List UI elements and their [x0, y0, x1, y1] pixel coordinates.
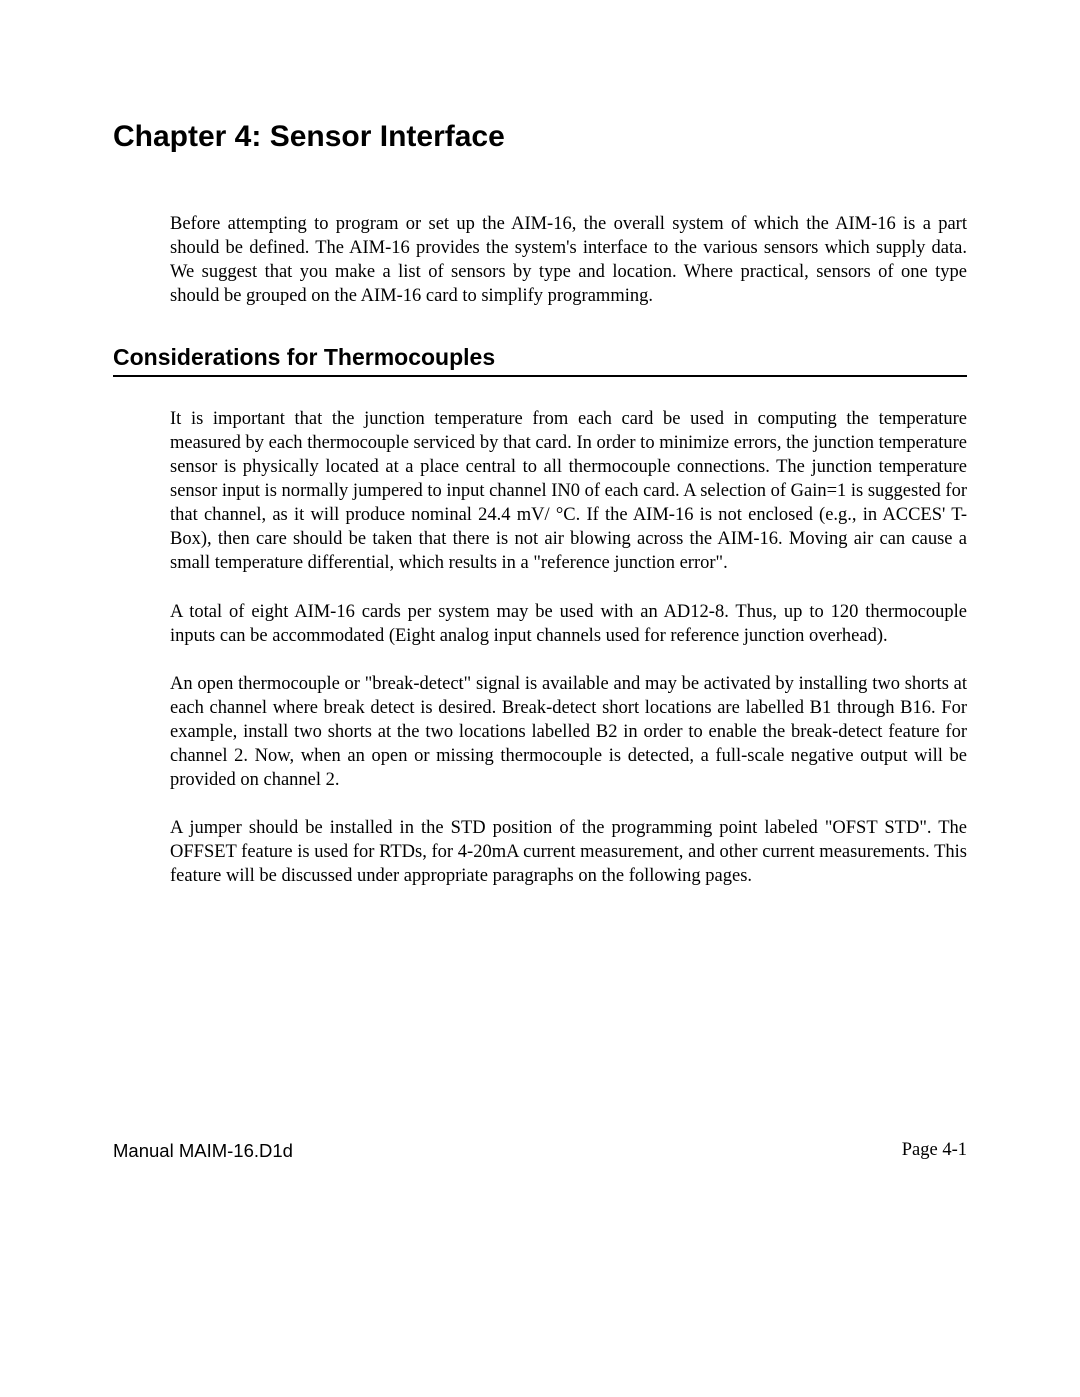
body-paragraph-4: A jumper should be installed in the STD … [170, 816, 967, 888]
body-paragraph-3: An open thermocouple or "break-detect" s… [170, 672, 967, 792]
footer-manual-id: Manual MAIM-16.D1d [113, 1140, 293, 1162]
page-footer: Manual MAIM-16.D1d Page 4-1 [113, 1140, 967, 1162]
section-heading-thermocouples: Considerations for Thermocouples [113, 344, 967, 377]
chapter-title: Chapter 4: Sensor Interface [113, 120, 967, 154]
footer-page-number: Page 4-1 [902, 1140, 967, 1162]
body-paragraph-1: It is important that the junction temper… [170, 407, 967, 575]
intro-paragraph: Before attempting to program or set up t… [170, 212, 967, 308]
body-paragraph-2: A total of eight AIM-16 cards per system… [170, 600, 967, 648]
